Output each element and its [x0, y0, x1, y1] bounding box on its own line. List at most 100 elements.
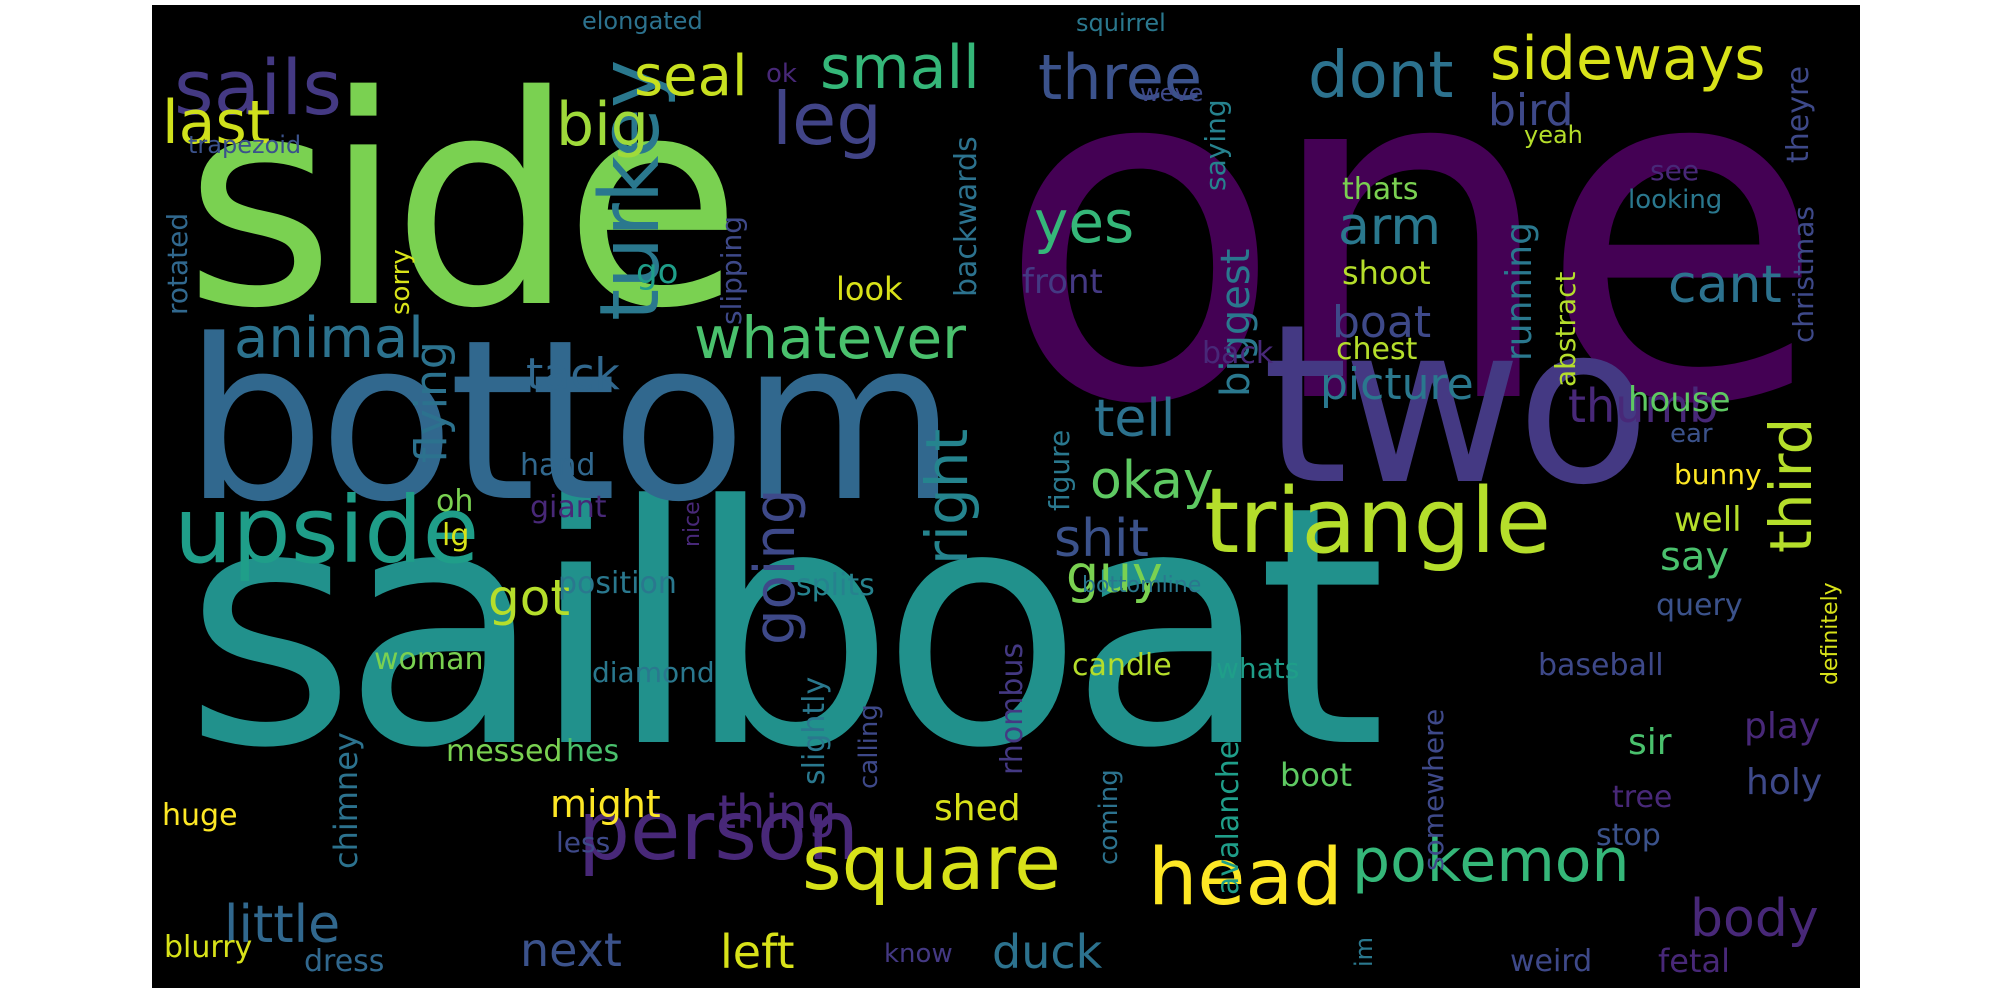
word: holy [1746, 762, 1823, 803]
word: lg [442, 518, 470, 553]
word: flying [406, 341, 457, 463]
word: well [1674, 500, 1742, 540]
word: shoot [1342, 254, 1431, 292]
word: thats [1342, 172, 1419, 207]
word: one [996, 5, 1827, 507]
word: ok [766, 59, 797, 89]
word: squirrel [1076, 9, 1166, 37]
word: going [743, 488, 808, 645]
word: upside [174, 477, 480, 584]
word: baseball [1538, 648, 1664, 683]
word: tree [1612, 780, 1673, 815]
word: splits [796, 568, 875, 603]
word: sails [174, 43, 342, 132]
word: weird [1510, 944, 1593, 979]
word: figure [1043, 429, 1076, 511]
word: chest [1336, 332, 1418, 367]
word: avalanche [1211, 740, 1246, 895]
word: elongated [582, 7, 703, 35]
word: cant [1668, 255, 1782, 315]
word: last [162, 88, 271, 158]
word: query [1656, 588, 1743, 623]
word: chimney [327, 732, 365, 869]
word: might [550, 782, 661, 826]
word: ear [1670, 419, 1713, 449]
word: looking [1628, 185, 1723, 215]
word: tell [1094, 389, 1176, 449]
word: bunny [1674, 458, 1762, 491]
word: picture [1320, 359, 1474, 410]
word: triangle [1204, 469, 1551, 574]
word: pokemon [1352, 826, 1630, 896]
word: know [884, 939, 953, 969]
word: fetal [1658, 942, 1730, 980]
word: stop [1596, 818, 1661, 853]
word: coming [1094, 769, 1124, 865]
word: duck [992, 925, 1103, 979]
word: square [802, 818, 1061, 907]
word: next [520, 923, 622, 977]
word: look [836, 270, 903, 308]
word: leg [772, 77, 883, 161]
word: bird [1488, 85, 1574, 136]
word: woman [374, 642, 484, 677]
word: rotated [161, 212, 194, 315]
word: sir [1628, 722, 1672, 763]
word: backwards [949, 136, 984, 297]
word: whats [1216, 652, 1300, 685]
word: definitely [1818, 582, 1843, 685]
word: small [820, 33, 980, 103]
word: weve [1140, 79, 1204, 107]
word: whatever [694, 304, 967, 372]
word: animal [234, 306, 424, 371]
word: three [1038, 41, 1203, 114]
word: right [913, 428, 981, 565]
word: oh [436, 484, 474, 519]
word: huge [162, 798, 238, 833]
word: got [488, 569, 570, 627]
word: dont [1308, 39, 1454, 113]
word: running [1499, 222, 1540, 361]
word: slightly [797, 676, 832, 785]
word: body [1690, 889, 1819, 949]
word: bottom [184, 293, 957, 551]
word: big [556, 90, 649, 160]
word: yes [1034, 188, 1135, 256]
word: sideways [1490, 24, 1766, 94]
word: less [556, 826, 611, 859]
word: yeah [1524, 121, 1583, 149]
word: left [720, 925, 795, 979]
word: calling [854, 704, 884, 789]
word: biggest [1213, 248, 1259, 397]
word: position [558, 566, 677, 601]
word: head [1148, 833, 1343, 923]
word: candle [1072, 648, 1172, 683]
word: person [578, 784, 860, 879]
word: saying [1199, 99, 1232, 191]
word: boot [1280, 756, 1353, 794]
word: guy [1066, 545, 1163, 605]
word: third [1757, 417, 1825, 553]
word: go [636, 252, 679, 292]
word: house [1628, 380, 1731, 420]
word: side [184, 35, 742, 372]
word: see [1650, 154, 1700, 187]
word: thumb [1568, 379, 1719, 433]
word: tack [526, 349, 620, 400]
word: im [1350, 936, 1378, 967]
word: trapezoid [188, 131, 302, 159]
word: arm [1338, 197, 1441, 257]
word: bottomline [1082, 573, 1202, 598]
word: play [1744, 706, 1821, 747]
word: abstract [1549, 271, 1582, 387]
word-cloud: one side sailboat bottom two triangle up… [152, 5, 1860, 988]
word: little [224, 895, 341, 955]
word: thing [718, 785, 837, 839]
word: messed [446, 734, 563, 769]
word: blurry [164, 930, 253, 965]
word: slipping [715, 216, 748, 325]
word: back [1202, 336, 1274, 371]
word: front [1022, 262, 1103, 302]
word: rhombus [995, 642, 1030, 775]
word: diamond [592, 656, 715, 689]
